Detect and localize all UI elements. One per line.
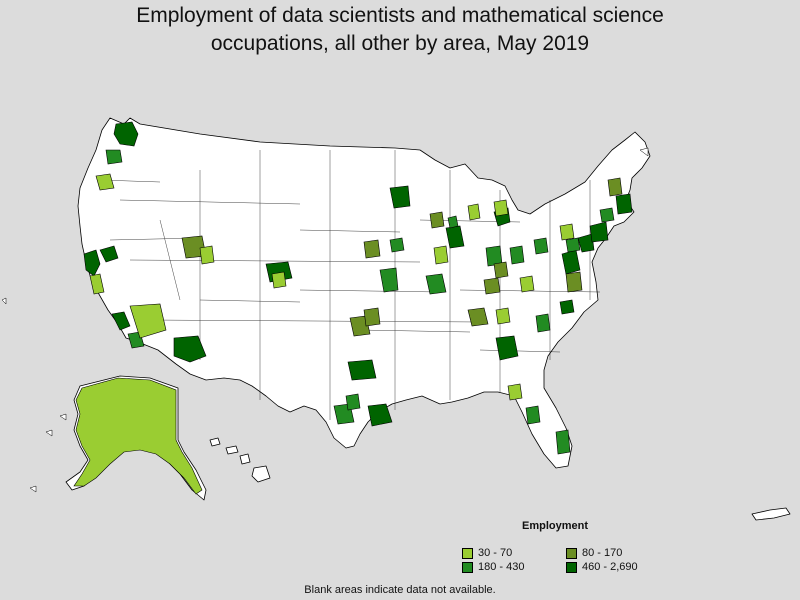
area-phoenix xyxy=(173,335,207,363)
area-boise xyxy=(95,173,115,191)
area-tulsa xyxy=(363,307,381,327)
small-islands xyxy=(1,147,649,493)
legend-item-30-70: 30 - 70 xyxy=(462,547,566,559)
area-des-moines xyxy=(389,237,405,253)
legend-swatch-180-430 xyxy=(462,561,473,573)
area-san-francisco xyxy=(83,249,101,277)
legend-label-460-2690: 460 - 2,690 xyxy=(582,561,638,573)
hawaii-island-1 xyxy=(209,437,221,447)
area-philadelphia xyxy=(577,233,595,253)
legend-swatch-460-2690 xyxy=(566,561,577,573)
area-columbus xyxy=(509,245,525,265)
legend-label-80-170: 80 - 170 xyxy=(582,547,623,559)
metro-areas xyxy=(73,121,633,495)
legend-item-80-170: 80 - 170 xyxy=(566,547,666,559)
bin-180-430 xyxy=(105,149,615,455)
area-boston xyxy=(615,193,633,215)
legend-label-180-430: 180 - 430 xyxy=(478,561,525,573)
area-fresno xyxy=(89,273,105,295)
area-st-louis xyxy=(425,273,447,295)
area-jacksonville xyxy=(507,383,523,401)
map-title: Employment of data scientists and mathem… xyxy=(0,2,800,58)
area-champaign xyxy=(433,245,449,265)
area-los-angeles xyxy=(111,311,131,331)
area-charlotte xyxy=(535,313,551,333)
area-lexington xyxy=(519,275,535,293)
area-dallas xyxy=(347,359,377,381)
area-atlanta xyxy=(495,335,519,361)
legend-title: Employment xyxy=(522,520,589,532)
area-colorado-springs xyxy=(271,271,287,289)
hawaii-island-3 xyxy=(239,453,251,465)
area-las-vegas xyxy=(129,303,167,339)
area-milwaukee xyxy=(447,215,459,229)
area-raleigh xyxy=(559,299,575,315)
area-omaha xyxy=(363,239,381,259)
area-albany xyxy=(607,177,623,197)
area-cincinnati xyxy=(493,261,509,279)
area-oklahoma-city xyxy=(349,315,371,337)
bin-30-70 xyxy=(73,173,575,495)
area-alaska xyxy=(73,377,203,495)
area-grand-rapids xyxy=(493,199,509,217)
legend-swatch-80-170 xyxy=(566,547,577,559)
area-knoxville xyxy=(495,307,511,325)
puerto-rico-outline xyxy=(751,507,791,521)
area-minneapolis xyxy=(389,185,411,209)
area-san-antonio xyxy=(345,393,361,411)
map-title-line-1: Employment of data scientists and mathem… xyxy=(136,4,664,27)
area-madison xyxy=(429,211,445,229)
area-miami xyxy=(555,429,571,455)
legend: Employment 30 - 70 80 - 170 180 - 430 46… xyxy=(462,520,662,573)
area-pittsburgh xyxy=(533,237,549,255)
bin-80-170 xyxy=(181,177,623,337)
area-louisville xyxy=(483,277,501,295)
legend-label-30-70: 30 - 70 xyxy=(478,547,513,559)
blank-areas-note: Blank areas indicate data not available. xyxy=(304,584,496,596)
hawaii-island-2 xyxy=(225,445,239,455)
area-hartford xyxy=(599,207,615,223)
legend-grid: 30 - 70 80 - 170 180 - 430 460 - 2,690 xyxy=(462,547,662,573)
area-state-college xyxy=(559,223,575,241)
area-portland xyxy=(105,149,123,165)
area-richmond xyxy=(565,271,583,293)
legend-swatch-30-70 xyxy=(462,547,473,559)
area-kansas-city xyxy=(379,267,399,293)
hawaii-island-4 xyxy=(251,465,271,483)
area-baltimore xyxy=(565,237,581,253)
area-seattle xyxy=(113,121,139,147)
area-provo xyxy=(199,245,215,265)
area-new-york xyxy=(589,221,609,243)
area-houston xyxy=(367,403,393,427)
area-sacramento xyxy=(99,245,119,263)
area-lansing xyxy=(467,203,481,221)
map-title-line-2: occupations, all other by area, May 2019 xyxy=(210,32,590,55)
area-nashville xyxy=(467,307,489,327)
legend-item-460-2690: 460 - 2,690 xyxy=(566,561,666,573)
area-tampa xyxy=(525,405,541,425)
legend-item-180-430: 180 - 430 xyxy=(462,561,566,573)
